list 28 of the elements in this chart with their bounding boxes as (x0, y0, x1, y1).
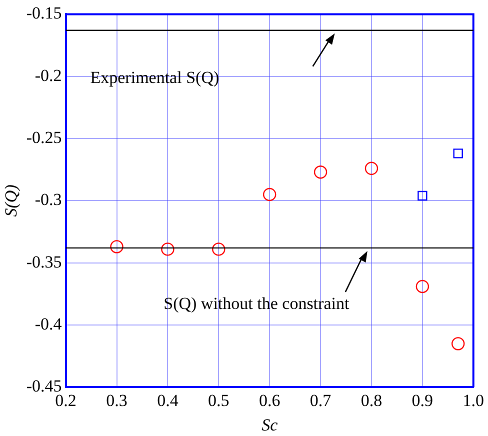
x-tick-label: 0.9 (412, 390, 434, 410)
point (314, 166, 328, 179)
point (161, 242, 174, 256)
point (262, 188, 276, 202)
point (418, 190, 428, 201)
point (453, 148, 463, 158)
x-tick-label: 0.3 (106, 390, 128, 410)
point (416, 280, 430, 294)
point (364, 162, 378, 175)
y-tick-label: -0.35 (26, 252, 62, 272)
y-tick-label: -0.25 (26, 128, 62, 147)
point (110, 240, 124, 254)
y-tick-label: -0.3 (34, 190, 62, 210)
y-axis-title: S(Q) (2, 184, 21, 217)
x-tick-label: 0.8 (360, 390, 382, 410)
x-tick-label: 0.7 (310, 390, 332, 410)
x-tick-label: 0.6 (258, 390, 280, 410)
ref-line-label: Experimental S(Q) (90, 68, 220, 88)
point (451, 337, 465, 350)
x-tick-label: 0.4 (157, 390, 179, 410)
x-axis-title: Sc (262, 415, 278, 434)
legend-label: S(Q) without the constraint (164, 294, 350, 314)
point (212, 242, 226, 256)
y-tick-label: -0.2 (34, 66, 62, 85)
x-tick-label: 0.5 (208, 390, 230, 410)
y-tick-label: -0.4 (34, 314, 62, 334)
x-tick-label: 1.0 (462, 390, 484, 410)
y-tick-label: -0.15 (26, 4, 62, 23)
